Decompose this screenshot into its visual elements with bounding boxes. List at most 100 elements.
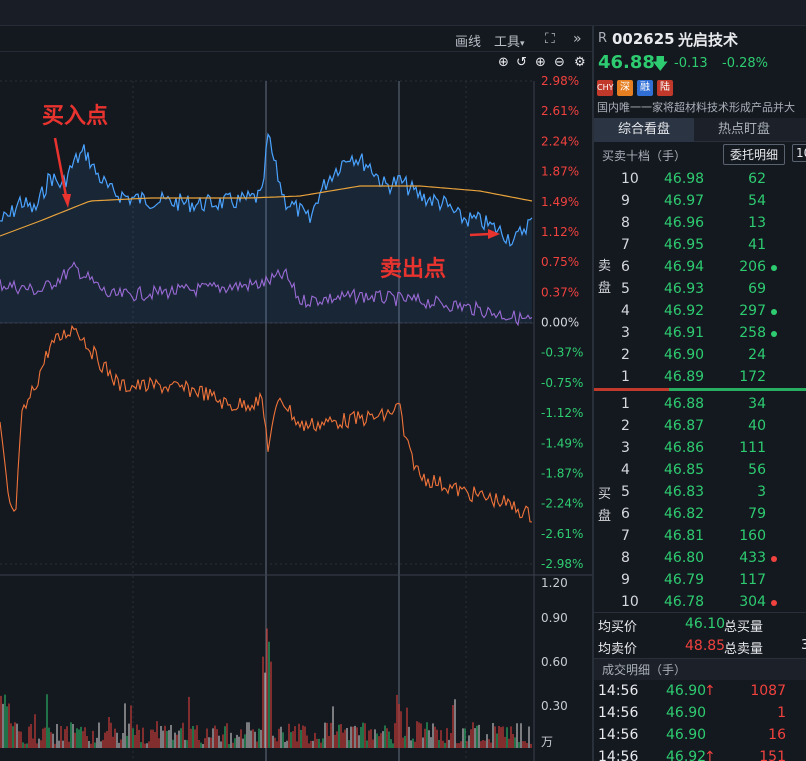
sell-row[interactable]: 6 46.94 206 — [594, 257, 806, 279]
down-arrow-icon: 🡇 — [652, 54, 669, 73]
price: 46.81 — [664, 528, 705, 544]
axis-tick-label: -0.75% — [541, 376, 583, 390]
level: 7 — [621, 237, 630, 253]
buy-row[interactable]: 5 46.83 3 — [594, 482, 806, 504]
volume-tick-label: 0.90 — [541, 611, 568, 625]
volume-unit-label: 万 — [541, 735, 553, 749]
trade-price: 46.92 — [666, 749, 707, 761]
intraday-chart-panel[interactable]: 2.98% 2.61% 2.24% 1.87% 1.49% 1.12% 0.75% 0.37%… — [0, 26, 592, 761]
price: 46.94 — [664, 259, 705, 275]
sell-row[interactable]: 10 46.98 62 — [594, 169, 806, 191]
sell-row[interactable]: 1 46.89 172 — [594, 367, 806, 389]
level: 3 — [621, 325, 630, 341]
buy-row[interactable]: 8 46.80 433 — [594, 548, 806, 570]
sell-point-annotation: 卖出点 — [380, 256, 446, 282]
level: 4 — [621, 462, 630, 478]
price: 46.92 — [664, 303, 705, 319]
sell-row[interactable]: 4 46.92 297 — [594, 301, 806, 323]
price: 46.90 — [664, 347, 705, 363]
price: 46.78 — [664, 594, 705, 610]
level: 3 — [621, 440, 630, 456]
draw-line-button[interactable]: 画线 — [455, 35, 482, 50]
avg-sell-label: 均卖价 — [598, 642, 638, 657]
volume: 40 — [748, 418, 766, 434]
orderbook-title: 买卖十档（手） — [602, 149, 687, 163]
volume: 304 — [739, 594, 766, 610]
sell-row[interactable]: 2 46.90 24 — [594, 345, 806, 367]
target-icon[interactable]: ⊕ — [498, 55, 509, 70]
level: 5 — [621, 484, 630, 500]
volume: 24 — [748, 347, 766, 363]
undo-icon[interactable]: ↺ — [516, 55, 527, 70]
tab-hotspot[interactable]: 热点盯盘 — [717, 122, 770, 137]
volume: 433 — [739, 550, 766, 566]
buy-row[interactable]: 7 46.81 160 — [594, 526, 806, 548]
order-change-dot-icon — [771, 265, 777, 271]
buy-row[interactable]: 1 46.88 34 — [594, 394, 806, 416]
order-detail-button[interactable]: 委托明细 — [723, 144, 786, 165]
axis-tick-label: -1.49% — [541, 436, 583, 450]
badge-shen: 深 — [617, 80, 633, 96]
axis-tick-label: 2.24% — [541, 134, 579, 148]
price: 46.89 — [664, 369, 705, 385]
axis-tick-label: 1.87% — [541, 165, 579, 179]
buy-side-label: 买盘 — [598, 487, 612, 524]
zoom-out-icon[interactable]: ⊖ — [554, 55, 565, 70]
sell-row[interactable]: 9 46.97 54 — [594, 191, 806, 213]
company-description: 国内唯一一家将超材料技术形成产品并大 — [597, 101, 795, 114]
tab-overview[interactable]: 综合看盘 — [594, 118, 694, 142]
buy-row[interactable]: 10 46.78 304 — [594, 592, 806, 614]
stock-name: 光启技术 — [678, 31, 739, 49]
total-buy-label: 总买量 — [724, 620, 764, 635]
chevron-double-right-icon[interactable]: » — [573, 31, 582, 47]
expand-icon[interactable]: ⛶ — [545, 31, 555, 47]
trade-time: 14:56 — [598, 749, 639, 761]
price: 46.85 — [664, 462, 705, 478]
tools-menu-button[interactable]: 工具▾ — [494, 31, 525, 50]
trade-volume: 1087 — [750, 683, 786, 699]
axis-tick-label: 2.98% — [541, 74, 579, 88]
zoom-in-icon[interactable]: ⊕ — [535, 55, 546, 70]
level: 6 — [621, 506, 630, 522]
sell-row[interactable]: 8 46.96 13 — [594, 213, 806, 235]
sell-row[interactable]: 7 46.95 41 — [594, 235, 806, 257]
sell-row[interactable]: 3 46.91 258 — [594, 323, 806, 345]
stock-code: 002625 — [612, 30, 675, 48]
trade-time: 14:56 — [598, 705, 639, 721]
volume: 41 — [748, 237, 766, 253]
levels-selector[interactable]: 10 — [792, 144, 806, 162]
axis-tick-label: -2.61% — [541, 527, 583, 541]
volume-tick-label: 0.60 — [541, 655, 568, 669]
settings-icon[interactable]: ⚙ — [574, 55, 586, 70]
buy-row[interactable]: 6 46.82 79 — [594, 504, 806, 526]
avg-sell-price: 48.85 — [685, 638, 726, 654]
buy-point-annotation: 买入点 — [42, 103, 108, 129]
buy-row[interactable]: 4 46.85 56 — [594, 460, 806, 482]
axis-tick-label: -2.98% — [541, 557, 583, 571]
trade-price: 46.90 — [666, 727, 707, 743]
price: 46.88 — [664, 396, 705, 412]
volume: 79 — [748, 506, 766, 522]
summary-divider — [594, 612, 806, 613]
level: 4 — [621, 303, 630, 319]
volume: 297 — [739, 303, 766, 319]
quote-panel: R 002625 光启技术 46.88 🡇 -0.13 -0.28% CHY 深… — [592, 26, 806, 761]
level: 6 — [621, 259, 630, 275]
buy-row[interactable]: 3 46.86 111 — [594, 438, 806, 460]
axis-tick-label: -2.24% — [541, 497, 583, 511]
axis-tick-label: 0.75% — [541, 255, 579, 269]
price: 46.91 — [664, 325, 705, 341]
intraday-chart[interactable]: 2.98% 2.61% 2.24% 1.87% 1.49% 1.12% 0.75% 0.37%… — [0, 26, 592, 761]
buy-row[interactable]: 9 46.79 117 — [594, 570, 806, 592]
order-change-dot-icon — [771, 600, 777, 606]
price: 46.96 — [664, 215, 705, 231]
level: 10 — [621, 594, 639, 610]
tools-label: 工具 — [494, 35, 521, 50]
avg-buy-label: 均买价 — [598, 620, 638, 635]
axis-tick-label: 0.37% — [541, 285, 579, 299]
price: 46.97 — [664, 193, 705, 209]
volume: 34 — [748, 396, 766, 412]
buy-row[interactable]: 2 46.87 40 — [594, 416, 806, 438]
sell-row[interactable]: 5 46.93 69 — [594, 279, 806, 301]
trade-row: 14:56 46.92 ↑ 151 — [594, 747, 806, 761]
